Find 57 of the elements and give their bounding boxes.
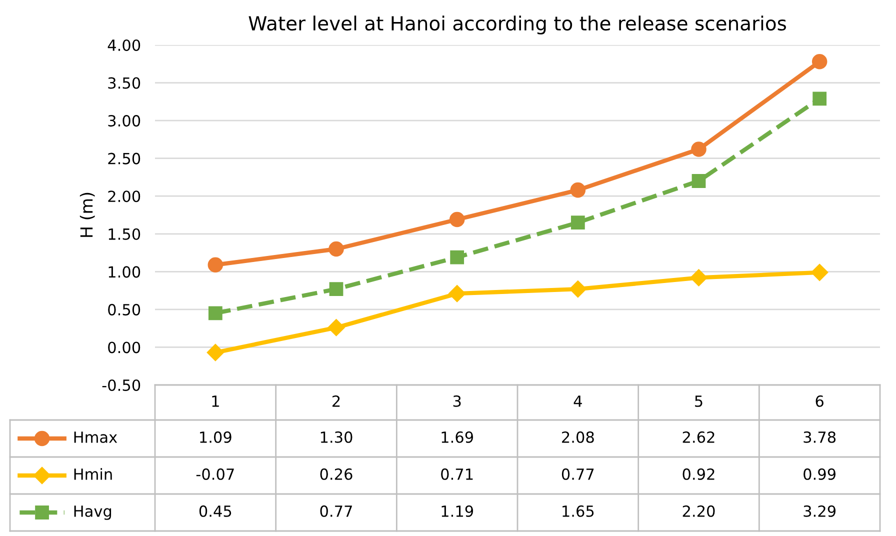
- y-tick-label: 3.00: [108, 115, 140, 127]
- data-label: 1.09: [200, 431, 232, 443]
- legend-label: Hmax: [74, 432, 118, 443]
- data-label: 1.30: [320, 431, 352, 443]
- y-axis-title: H (m): [80, 192, 95, 237]
- point: [208, 257, 224, 273]
- point: [570, 182, 586, 198]
- point: [448, 285, 466, 302]
- point: [569, 280, 586, 298]
- data-label: 2.20: [682, 505, 715, 517]
- point: [812, 54, 828, 70]
- y-tick-label: 2.00: [108, 190, 140, 202]
- point: [328, 241, 344, 257]
- data-label: 3.78: [804, 431, 836, 443]
- point: [329, 282, 344, 296]
- y-tick-label: -0.50: [102, 379, 140, 392]
- y-tick-label: 1.50: [108, 228, 140, 240]
- point: [691, 142, 706, 157]
- data-label: 2.62: [682, 431, 714, 443]
- point: [570, 216, 585, 230]
- x-tick-label: 1: [212, 396, 219, 407]
- y-tick-label: 3.50: [108, 77, 140, 89]
- data-label: 0.71: [441, 468, 473, 480]
- data-label: -0.07: [196, 468, 234, 480]
- y-tick-label: 0.00: [108, 342, 140, 354]
- x-tick-label: 6: [816, 395, 824, 407]
- y-tick-label: 2.50: [108, 152, 140, 164]
- data-label: 1.69: [442, 431, 474, 443]
- point: [690, 269, 708, 286]
- data-label: 1.65: [562, 505, 594, 517]
- y-tick-label: 1.00: [108, 266, 140, 278]
- data-label: 0.77: [562, 468, 594, 480]
- y-tick-label: 0.50: [108, 304, 140, 316]
- legend-label: Havg: [74, 506, 112, 520]
- x-tick-label: 2: [332, 395, 340, 407]
- point: [692, 174, 706, 188]
- x-tick-label: 4: [574, 396, 582, 407]
- data-label: 0.92: [682, 468, 714, 480]
- x-tick-label: 5: [695, 396, 702, 407]
- point: [208, 306, 222, 320]
- data-label: 0.26: [320, 468, 352, 480]
- point: [328, 319, 345, 336]
- data-label: 0.45: [199, 505, 232, 517]
- point: [206, 344, 224, 362]
- data-label: 0.77: [320, 505, 352, 517]
- point: [450, 250, 464, 264]
- point: [811, 264, 828, 281]
- y-tick-label: 4.00: [108, 39, 140, 52]
- point: [449, 212, 465, 228]
- data-label: 3.29: [804, 505, 836, 517]
- data-label: 2.08: [562, 431, 594, 443]
- point: [812, 92, 827, 106]
- data-label: 0.99: [804, 468, 836, 480]
- chart-title: Water level at Hanoi according to the release scenarios: [248, 16, 786, 34]
- data-label: 1.19: [442, 505, 474, 517]
- legend-label: Hmin: [74, 468, 112, 480]
- x-tick-label: 3: [453, 395, 461, 407]
